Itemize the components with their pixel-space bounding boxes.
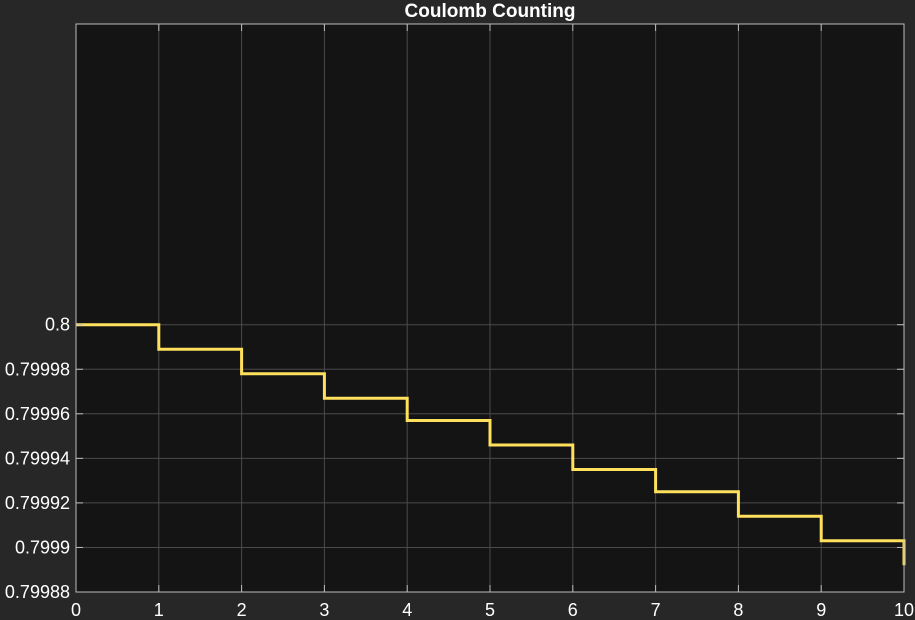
x-tick-label: 0	[71, 600, 81, 620]
data-point[interactable]	[404, 417, 410, 423]
x-tick-label: 8	[733, 600, 743, 620]
y-tick-label: 0.79996	[5, 404, 70, 424]
x-tick-label: 10	[894, 600, 914, 620]
series-layer	[76, 323, 906, 566]
data-point[interactable]	[321, 395, 327, 401]
data-point[interactable]	[156, 346, 162, 352]
axes-box	[75, 23, 905, 593]
series-line-0[interactable]	[76, 323, 906, 566]
y-tick-label: 0.79994	[5, 448, 70, 468]
x-tick-label: 4	[402, 600, 412, 620]
y-tick-label: 0.8	[45, 315, 70, 335]
data-point[interactable]	[239, 371, 245, 377]
x-tick-label: 5	[485, 600, 495, 620]
x-tick-label: 2	[237, 600, 247, 620]
y-tick-label: 0.7999	[15, 537, 70, 557]
x-tick-label: 3	[319, 600, 329, 620]
data-point[interactable]	[735, 513, 741, 519]
x-tick-label: 7	[651, 600, 661, 620]
x-tick-label: 1	[154, 600, 164, 620]
y-tick-label: 0.79998	[5, 359, 70, 379]
tick-labels: 0 1 2 3 4 5 6 7 8 9 10 0.79988 0.7999 0.79992 0.79994 0…	[5, 315, 914, 620]
data-point[interactable]	[487, 442, 493, 448]
chart-title: Coulomb Counting	[405, 1, 576, 22]
x-tick-label: 9	[816, 600, 826, 620]
y-tick-label: 0.79992	[5, 493, 70, 513]
data-point[interactable]	[570, 466, 576, 472]
axes	[75, 23, 905, 593]
data-point[interactable]	[653, 489, 659, 495]
y-tick-label: 0.79988	[5, 582, 70, 602]
x-tick-label: 6	[568, 600, 578, 620]
data-point[interactable]	[818, 538, 824, 544]
